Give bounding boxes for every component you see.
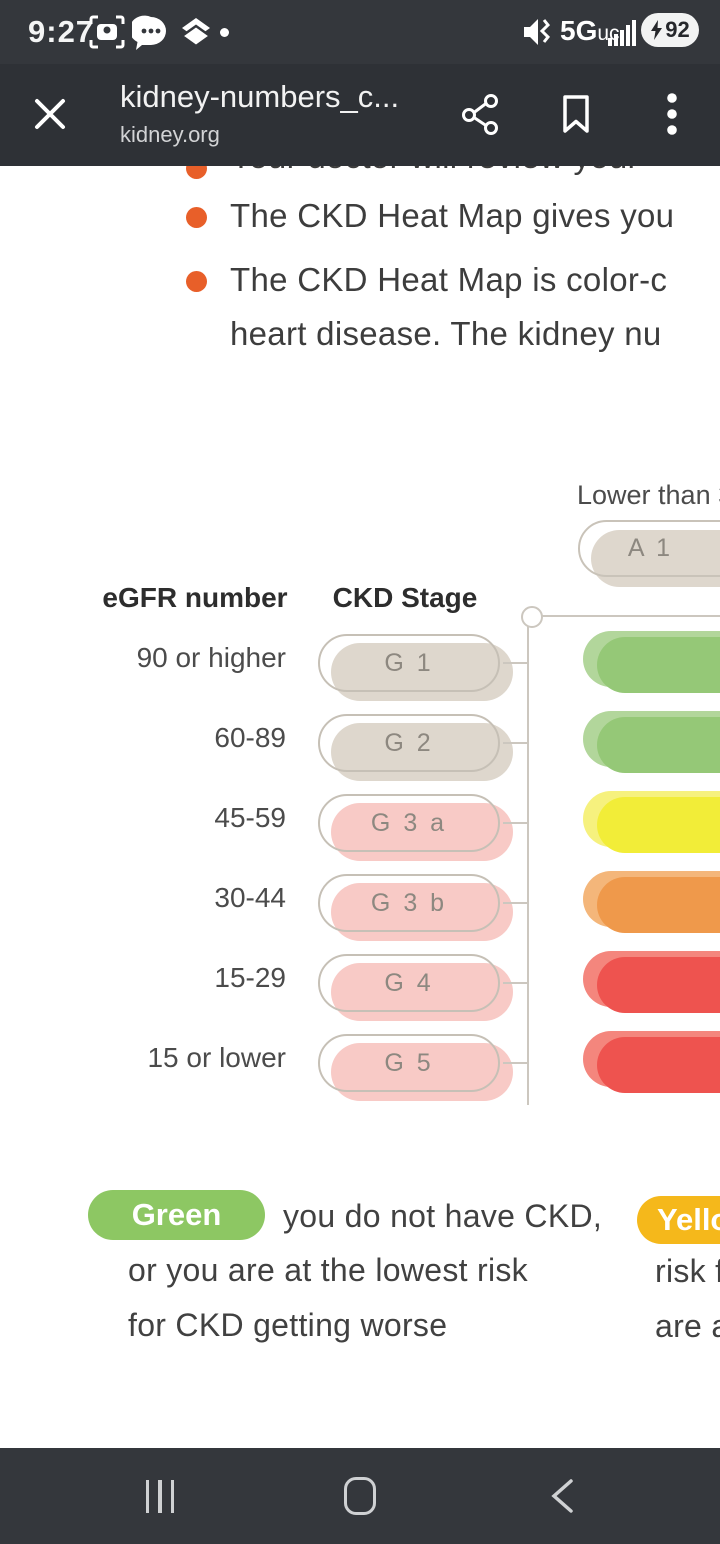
- share-icon: [462, 94, 498, 135]
- chat-icon: [129, 14, 170, 57]
- risk-bar-yellow: [583, 791, 720, 855]
- pill-fill: [591, 530, 720, 587]
- egfr-row-label: 60-89: [214, 722, 286, 753]
- pill-outline: G 1: [318, 634, 500, 692]
- document-title: kidney-numbers_c...: [120, 79, 400, 114]
- bar-fill: [597, 1037, 720, 1093]
- recents-icon: [145, 1479, 175, 1513]
- clock: 9:27: [28, 14, 95, 49]
- stage-column-header: CKD Stage: [332, 582, 478, 613]
- connector-stub: [503, 1062, 528, 1064]
- connector-stub: [503, 902, 528, 904]
- stage-pill: G 2: [318, 714, 513, 781]
- kebab-menu-icon: [667, 93, 677, 135]
- back-icon: [551, 1479, 573, 1513]
- pill-label: G 4: [384, 968, 434, 997]
- connector-stub: [503, 982, 528, 984]
- back-button[interactable]: [502, 1448, 622, 1544]
- pdf-viewer-header: kidney-numbers_c... kidney.org: [0, 64, 720, 166]
- albuminuria-stage-pill: A 1: [578, 520, 720, 587]
- home-button[interactable]: [300, 1448, 420, 1544]
- bullet-dot: [186, 207, 207, 228]
- legend-green-label: Green: [131, 1197, 222, 1232]
- legend-yellow-text: risk f: [655, 1253, 720, 1289]
- status-bar: 9:27: [0, 0, 720, 64]
- legend-green-pill: Green: [88, 1190, 265, 1240]
- stage-pill: G 5: [318, 1034, 513, 1101]
- pill-label: G 5: [384, 1048, 434, 1077]
- document-source: kidney.org: [120, 122, 220, 147]
- signal-icon: [608, 20, 638, 51]
- pill-outline: [578, 520, 720, 577]
- egfr-row-label: 45-59: [214, 802, 286, 833]
- bar-fill: [597, 637, 720, 693]
- bar-fill: [597, 877, 720, 933]
- notification-dot: [220, 28, 229, 37]
- pill-label: G 2: [384, 728, 434, 757]
- risk-bar-green: [583, 631, 720, 695]
- legend-green-text: for CKD getting worse: [128, 1307, 448, 1343]
- bar-fill: [597, 717, 720, 773]
- legend-yellow-text: are a: [655, 1308, 720, 1344]
- bookmark-icon: [563, 95, 589, 133]
- risk-bar-red: [583, 1031, 720, 1095]
- close-icon: [35, 99, 65, 129]
- stage-pill: G 1: [318, 634, 513, 701]
- connector-line-top: [541, 615, 720, 617]
- close-button[interactable]: [22, 86, 78, 142]
- layers-icon: [176, 14, 216, 57]
- battery-indicator: 92: [641, 13, 699, 47]
- stage-pill: G 3 a: [318, 794, 513, 861]
- pill-outline: G 2: [318, 714, 500, 772]
- egfr-row-label: 15-29: [214, 962, 286, 993]
- egfr-row-label: 90 or higher: [136, 642, 286, 673]
- risk-bar-red: [583, 951, 720, 1015]
- pill-label: G 1: [384, 648, 434, 677]
- pill-outline: G 5: [318, 1034, 500, 1092]
- home-icon: [344, 1477, 376, 1515]
- connector-stub: [503, 742, 528, 744]
- network-5g: 5G: [560, 15, 598, 46]
- bar-fill: [597, 957, 720, 1013]
- pill-label: G 3 b: [370, 888, 448, 917]
- connector-node: [521, 606, 543, 628]
- legend-green-text: or you are at the lowest risk: [128, 1252, 528, 1288]
- screenshot-icon: [88, 14, 126, 55]
- battery-percent: 92: [665, 17, 690, 42]
- bullet-text: The CKD Heat Map is color-c: [230, 261, 668, 298]
- egfr-row-label: 30-44: [214, 882, 286, 913]
- share-button[interactable]: [452, 86, 508, 142]
- risk-bar-green: [583, 711, 720, 775]
- connector-line-vertical: [527, 626, 529, 1105]
- risk-bar-orange: [583, 871, 720, 935]
- pill-outline: G 3 a: [318, 794, 500, 852]
- egfr-column-header: eGFR number: [102, 582, 288, 613]
- stage-pill: G 3 b: [318, 874, 513, 941]
- legend-yellow-label: Yellow: [657, 1202, 720, 1237]
- connector-stub: [503, 822, 528, 824]
- bar-fill: [597, 797, 720, 853]
- pill-outline: G 4: [318, 954, 500, 1012]
- bullet-text: The CKD Heat Map gives you: [230, 197, 675, 234]
- stage-pill: G 4: [318, 954, 513, 1021]
- bookmark-button[interactable]: [548, 86, 604, 142]
- navigation-bar: [0, 1448, 720, 1544]
- pill-label: A 1: [627, 534, 674, 562]
- connector-stub: [503, 662, 528, 664]
- legend-green-text: you do not have CKD,: [283, 1198, 603, 1234]
- legend-yellow-pill: Yellow: [637, 1196, 720, 1244]
- albuminuria-header-label: Lower than 3: [577, 480, 720, 510]
- egfr-row-label: 15 or lower: [147, 1042, 286, 1073]
- overflow-menu-button[interactable]: [644, 86, 700, 142]
- recents-button[interactable]: [100, 1448, 220, 1544]
- bullet-dot: [186, 271, 207, 292]
- bullet-text: heart disease. The kidney nu: [230, 315, 662, 352]
- mute-vibrate-icon: [522, 16, 558, 53]
- pill-outline: G 3 b: [318, 874, 500, 932]
- battery-bolt-icon: [651, 20, 663, 40]
- pill-label: G 3 a: [370, 808, 448, 837]
